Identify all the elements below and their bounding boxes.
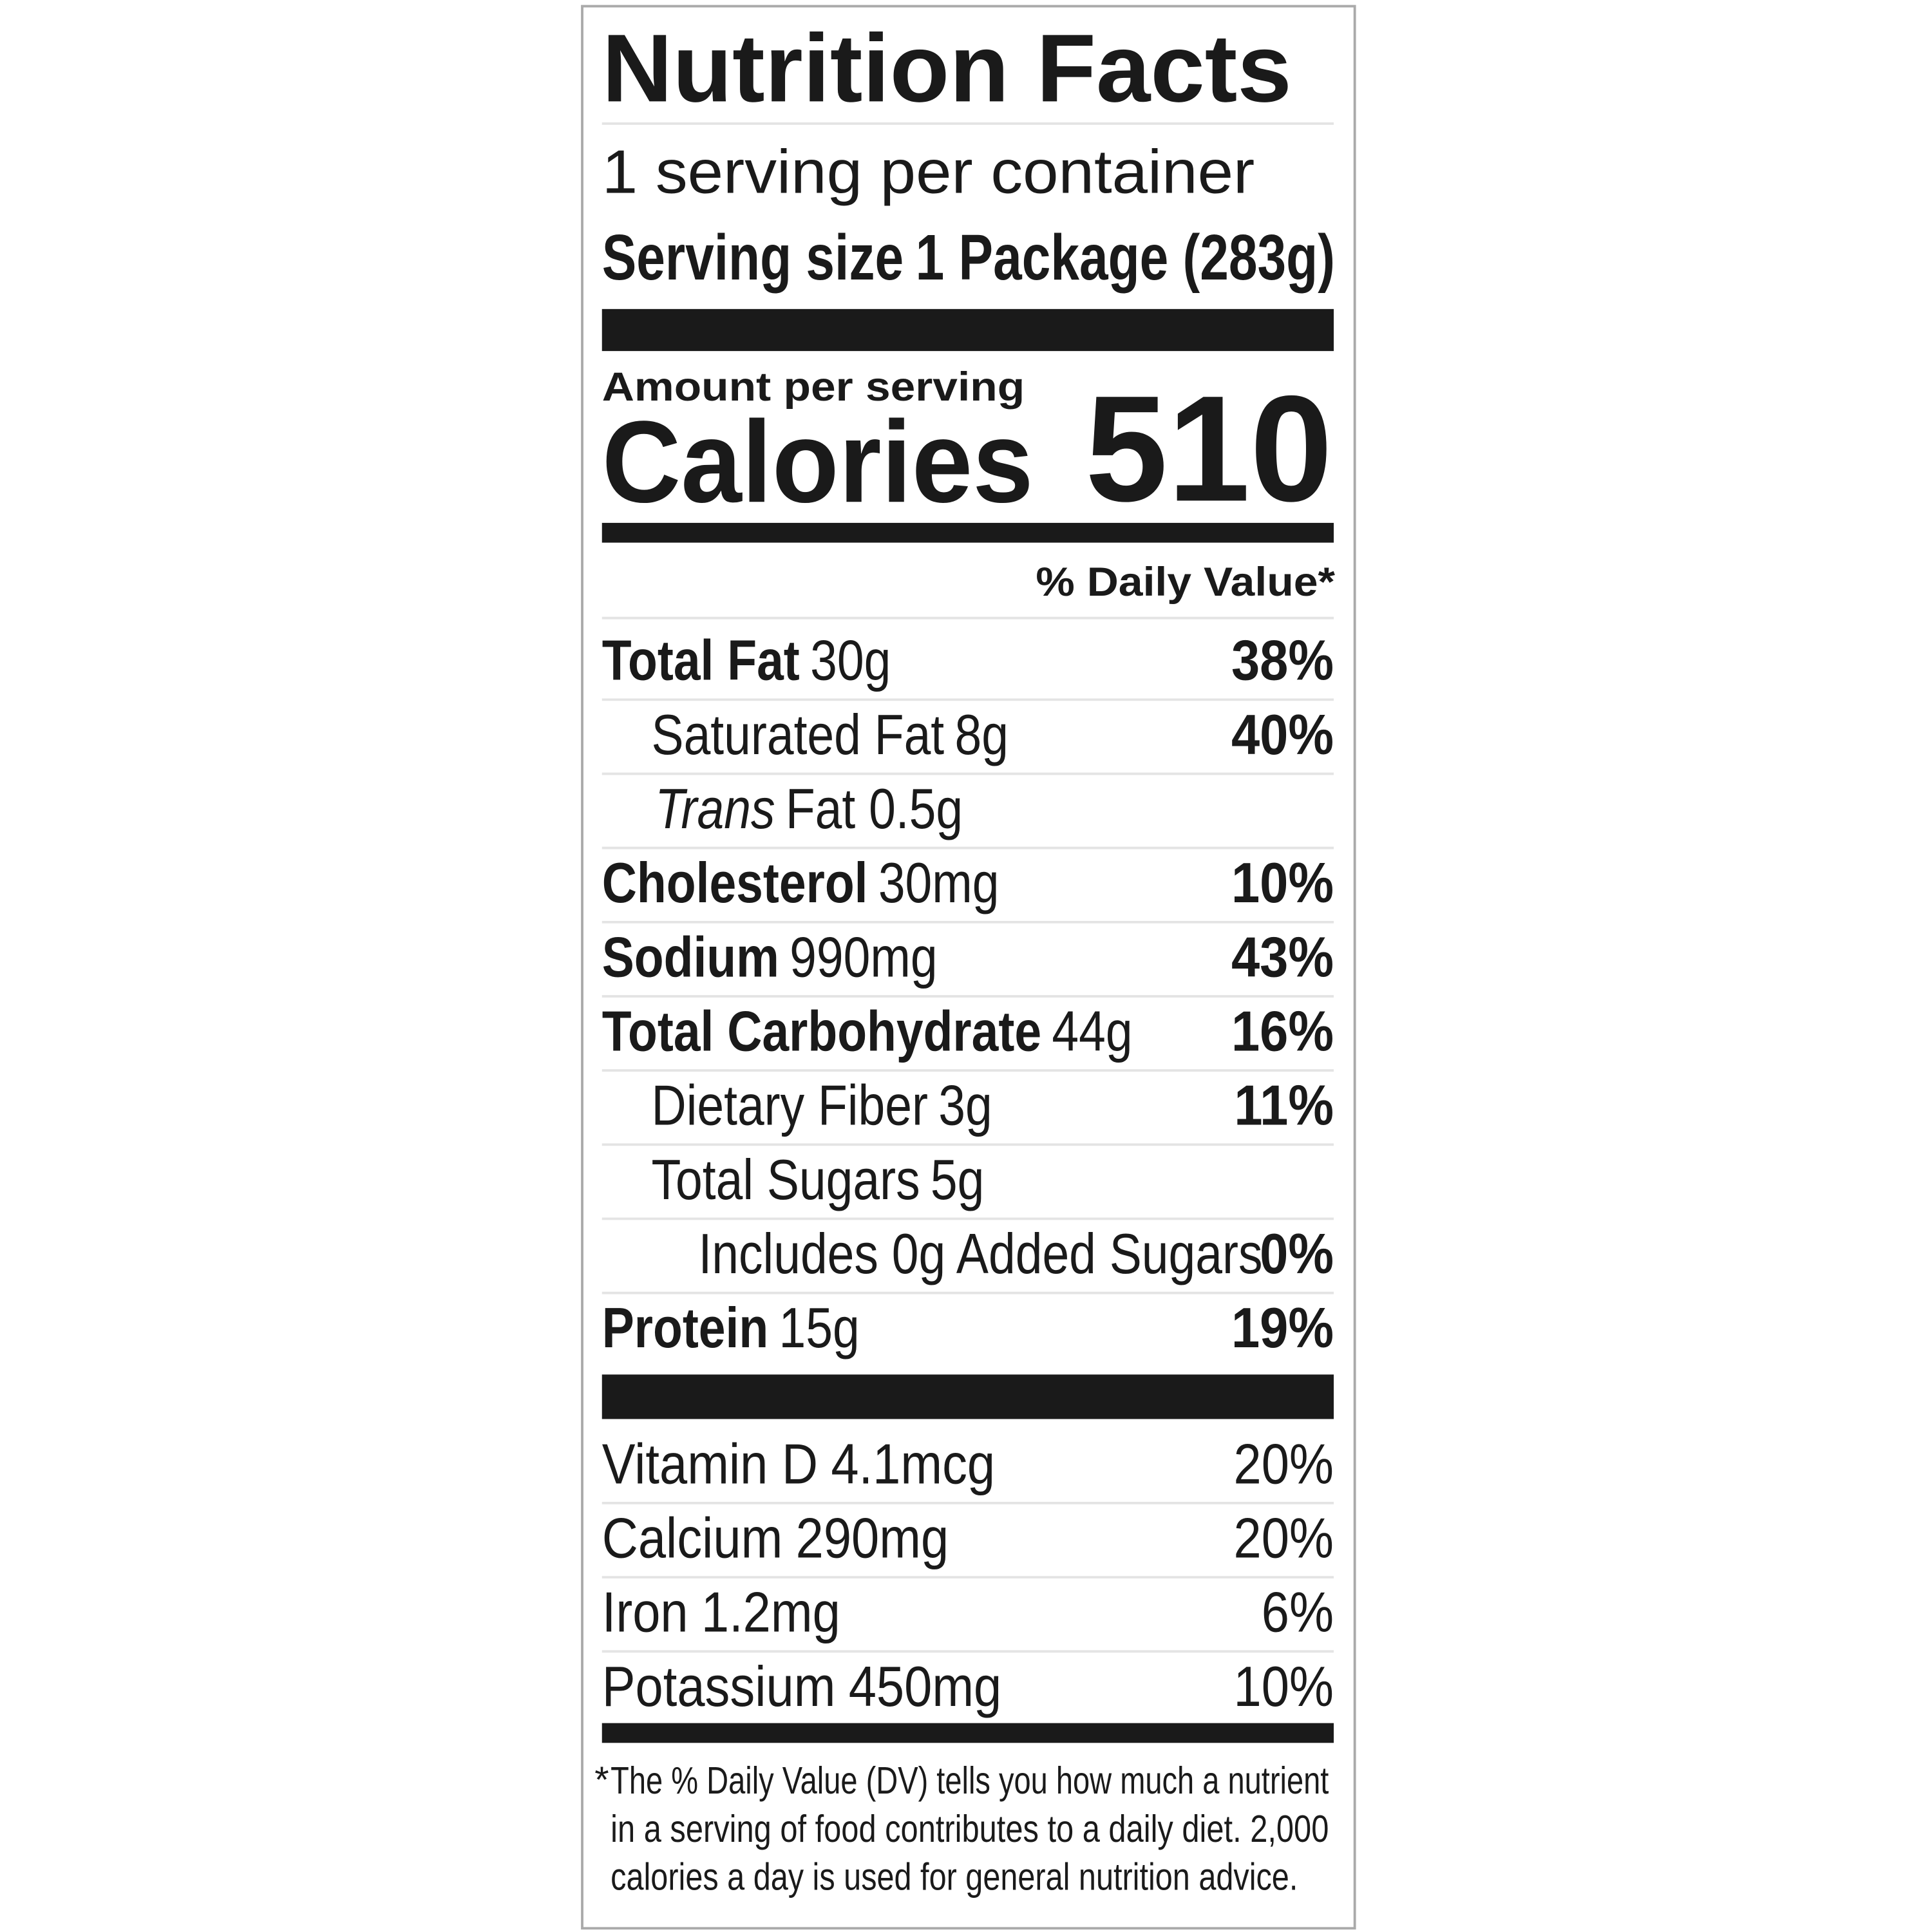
nutrient-text: Total Sugars 5g [652,1148,985,1211]
footnote-line: calories a day is used for general nutri… [611,1855,1298,1899]
vitamin-row: Vitamin D 4.1mcg [602,1432,995,1496]
nutrient-dv: 11% [1234,1074,1334,1137]
vitamin-text: Potassium 450mg [602,1654,1002,1718]
nutrient-dv: 19% [1231,1296,1334,1359]
thick-bar [601,1374,1334,1419]
dv-cell: 11% [1234,1074,1334,1137]
nutrient-text: Protein 15g [602,1296,860,1359]
nutrient-row: Total Fat 30g [602,629,891,692]
nutrient-name: Cholesterol [602,851,868,914]
nutrient-amount: 30mg [878,851,999,914]
nutrient-row: Dietary Fiber 3g [652,1074,992,1137]
serving-size: Serving size1 Package (283g) [602,222,1335,294]
nutrient-dv: 10% [1231,851,1334,914]
nutrient-row: Sodium 990mg [602,926,938,989]
nutrient-amount: 15g [779,1296,860,1359]
thick-bar [601,308,1334,352]
vitamin-dv: 6% [1262,1580,1334,1644]
dv-cell: 0% [1260,1222,1334,1285]
vitamin-text: Vitamin D 4.1mcg [602,1432,995,1496]
vitamin-row: Potassium 450mg [602,1654,1002,1718]
vitamin-amount: 1.2mg [701,1580,840,1644]
footnote-line: in a serving of food contributes to a da… [611,1807,1329,1850]
vitamin-text: Calcium 290mg [602,1506,949,1570]
nutrient-name: Trans [655,777,775,840]
nutrient-dv: 40% [1231,703,1334,766]
dv-cell: 38% [1231,629,1334,692]
nutrient-text: Dietary Fiber 3g [652,1074,992,1137]
serving-size-value: 1 Package (283g) [916,222,1335,294]
nutrient-row: Protein 15g [602,1296,860,1359]
nutrient-dv: 16% [1231,999,1334,1063]
nutrient-row: Total Carbohydrate 44g [602,1000,1133,1063]
nutrient-amount: 3g [938,1074,992,1137]
nutrient-name: Saturated Fat [652,703,945,766]
nutrient-amount: 990mg [790,926,937,989]
nutrient-text: Cholesterol 30mg [602,851,999,914]
nutrient-name: Includes 0g Added Sugars [698,1222,1262,1285]
calories-label: Calories [602,397,1034,527]
nutrient-dv: 0% [1260,1222,1334,1285]
medium-bar [601,522,1334,543]
nutrient-amount: 30g [810,629,891,692]
nutrient-row: Includes 0g Added Sugars [698,1222,1262,1285]
dv-cell: 10% [1234,1654,1334,1718]
nutrient-row: Total Sugars 5g [652,1148,985,1211]
vitamin-name: Vitamin D [602,1432,818,1496]
nutrient-text: Sodium 990mg [602,926,938,989]
dv-cell: 16% [1231,999,1334,1063]
nutrient-name: Total Sugars [652,1148,920,1211]
nutrient-text: Includes 0g Added Sugars [698,1222,1262,1285]
nutrient-row: Cholesterol 30mg [602,851,999,914]
dv-cell: 40% [1231,703,1334,766]
nutrient-name: Total Fat [602,629,800,692]
footnote-line: The % Daily Value (DV) tells you how muc… [611,1759,1329,1802]
dv-cell: 20% [1234,1506,1334,1570]
nutrient-dv: 43% [1231,925,1334,989]
vitamin-name: Calcium [602,1506,783,1570]
nutrient-text: Saturated Fat 8g [652,703,1009,766]
vitamin-name: Iron [602,1580,688,1644]
nutrient-name: Sodium [602,926,779,989]
nutrient-text: Trans Fat 0.5g [655,777,963,840]
nutrient-row: Trans Fat 0.5g [655,777,963,840]
dv-cell: 19% [1231,1296,1334,1359]
vitamin-dv: 20% [1234,1432,1334,1496]
vitamin-row: Iron 1.2mg [602,1580,840,1644]
nutrient-amount: 44g [1052,1000,1132,1063]
title: Nutrition Facts [602,14,1292,122]
vitamin-amount: 4.1mcg [831,1432,995,1496]
servings: 1 serving per container [602,137,1255,206]
serving-size-label: Serving size [602,222,904,294]
dv-cell: 20% [1234,1432,1334,1496]
vitamin-text: Iron 1.2mg [602,1580,840,1644]
vitamin-amount: 290mg [796,1506,949,1570]
vitamin-dv: 10% [1234,1654,1334,1718]
nutrient-row: Saturated Fat 8g [652,703,1009,766]
vitamin-name: Potassium [602,1654,836,1718]
nutrient-text: Total Carbohydrate 44g [602,1000,1133,1063]
dv-cell: 10% [1231,851,1334,914]
vitamin-row: Calcium 290mg [602,1506,949,1570]
nutrient-amount: 8g [954,703,1008,766]
amount-per-serving: Amount per serving [602,365,1025,410]
dv-cell: 43% [1231,925,1334,989]
vitamin-dv: 20% [1234,1506,1334,1570]
nutrient-text: Total Fat 30g [602,629,891,692]
nutrient-name: Protein [602,1296,768,1359]
calories-value: 510 [1085,364,1332,533]
footnote-marker: * [594,1759,609,1801]
nutrient-dv: 38% [1231,629,1334,692]
nutrient-amount: Fat 0.5g [786,777,963,840]
nutrient-name: Total Carbohydrate [602,1000,1041,1063]
medium-bar [601,1723,1334,1743]
daily-value-header: % Daily Value* [1036,560,1335,605]
nutrient-name: Dietary Fiber [652,1074,928,1137]
dv-cell: 6% [1262,1580,1334,1644]
vitamin-amount: 450mg [849,1654,1002,1718]
nutrient-amount: 5g [931,1148,984,1211]
